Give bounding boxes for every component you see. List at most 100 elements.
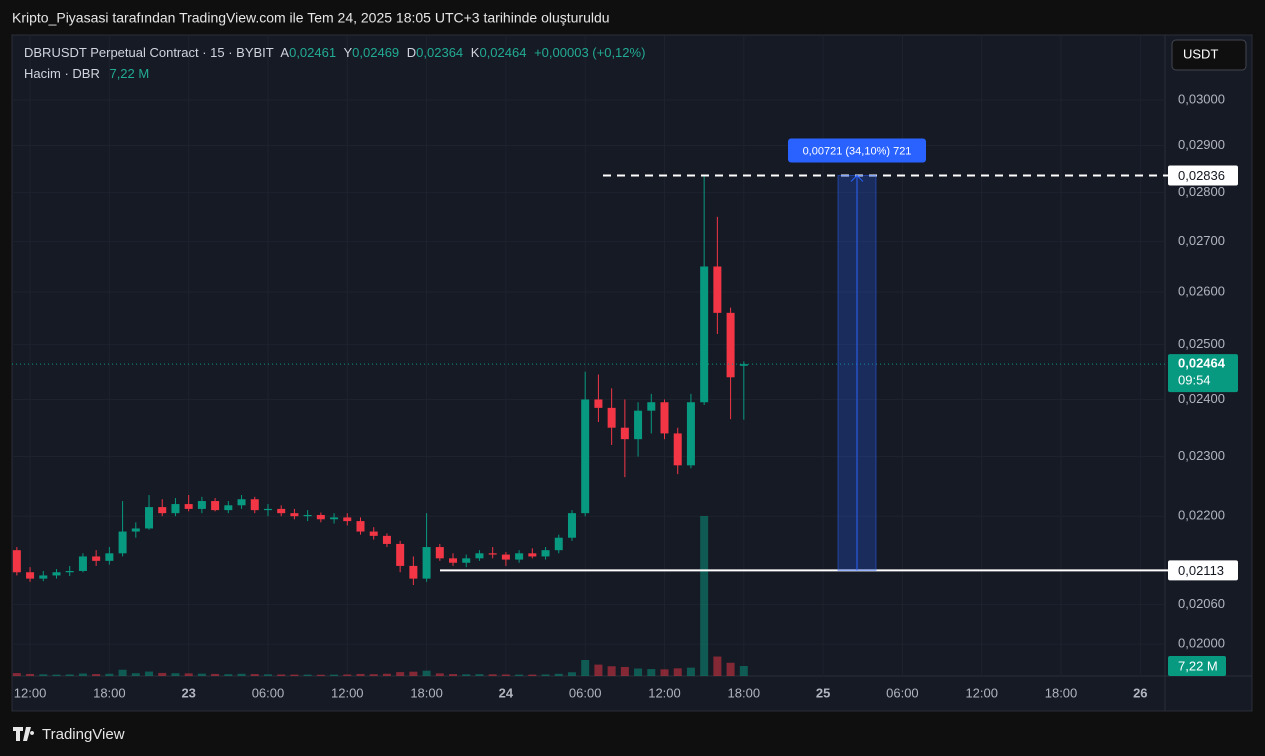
candle-body xyxy=(330,517,339,520)
candle-body xyxy=(475,553,484,559)
candle-body xyxy=(515,553,524,560)
candle-body xyxy=(52,572,61,576)
candle-body xyxy=(581,399,590,514)
candle-body xyxy=(290,513,299,517)
volume-bar xyxy=(12,673,21,676)
candle-body xyxy=(369,531,378,536)
candle-body xyxy=(211,501,220,511)
candle-body xyxy=(78,556,87,571)
volume-bar xyxy=(65,674,74,676)
currency[interactable]: USDT xyxy=(1183,46,1218,61)
price-line-label: 0,02836 xyxy=(1178,168,1225,183)
candle-body xyxy=(488,553,497,555)
volume-bar xyxy=(726,662,735,676)
volume-bar xyxy=(263,674,272,676)
x-tick-label: 12:00 xyxy=(965,685,998,700)
volume-bar xyxy=(567,672,576,676)
measure-label: 0,00721 (34,10%) 721 xyxy=(803,145,912,157)
legend-line: DBRUSDT Perpetual Contract · 15 · BYBIT … xyxy=(24,45,645,60)
volume-bar xyxy=(184,673,193,676)
candle-body xyxy=(686,402,695,466)
candle-body xyxy=(145,507,154,529)
low-value: 0,02364 xyxy=(416,45,463,60)
volume-tag-label: 7,22 M xyxy=(1178,658,1218,673)
volume-bar xyxy=(501,674,510,676)
candle-body xyxy=(713,266,722,313)
volume-bar xyxy=(224,674,233,676)
volume-bar xyxy=(647,669,656,676)
symbol: DBRUSDT Perpetual Contract · 15 · BYBIT xyxy=(24,45,274,60)
x-tick-label: 18:00 xyxy=(93,685,126,700)
volume-bar xyxy=(634,668,643,676)
volume-bar xyxy=(488,674,497,676)
currency-button[interactable] xyxy=(1171,39,1247,71)
volume-bar xyxy=(541,674,550,676)
candle-body xyxy=(528,553,537,557)
candle-body xyxy=(12,550,21,573)
open-label: A xyxy=(280,45,289,60)
volume-bar xyxy=(713,656,722,676)
volume-bar xyxy=(686,667,695,676)
x-tick-label: 18:00 xyxy=(1045,685,1078,700)
logo-mark xyxy=(13,727,35,741)
volume-bar xyxy=(409,671,418,676)
candle-body xyxy=(171,504,180,514)
x-tick-label: 06:00 xyxy=(886,685,919,700)
high-value: 0,02469 xyxy=(352,45,399,60)
candle-body xyxy=(567,513,576,538)
volume-bar xyxy=(475,674,484,676)
measure-tag xyxy=(788,138,926,163)
volume-bar xyxy=(581,660,590,676)
close-label: K xyxy=(471,45,480,60)
x-tick-label: 18:00 xyxy=(410,685,443,700)
x-tick-label: 06:00 xyxy=(569,685,602,700)
candle-body xyxy=(660,402,669,434)
volume-bar xyxy=(131,673,140,676)
candle-body xyxy=(620,427,629,440)
volume-bar xyxy=(620,666,629,676)
y-tick-label: 0,02060 xyxy=(1178,596,1225,611)
last-price-label: 0,02464 xyxy=(1178,356,1226,371)
high-label: Y xyxy=(343,45,352,60)
candle-body xyxy=(65,570,74,573)
candle-body xyxy=(739,364,748,366)
candle-body xyxy=(382,535,391,544)
x-tick-label: 18:00 xyxy=(728,685,761,700)
y-tick-label: 0,02700 xyxy=(1178,233,1225,248)
volume-bar xyxy=(435,673,444,676)
candle-body xyxy=(39,575,48,579)
candle-body xyxy=(343,517,352,522)
x-tick-label: 23 xyxy=(181,685,195,700)
caption: Kripto_Piyasasi tarafından TradingView.c… xyxy=(12,10,610,26)
x-tick-label: 25 xyxy=(816,685,830,700)
volume-bar xyxy=(369,674,378,676)
candle-body xyxy=(316,514,325,520)
last-price-tag xyxy=(1168,354,1238,393)
candle-body xyxy=(422,547,431,579)
candle-body xyxy=(700,266,709,403)
volume-bar xyxy=(515,674,524,676)
volume-bar xyxy=(92,674,101,676)
measure-arrow-head xyxy=(850,174,864,182)
volume-bar xyxy=(171,673,180,676)
y-tick-label: 0,02500 xyxy=(1178,336,1225,351)
x-tick-label: 24 xyxy=(499,685,514,700)
volume-bar xyxy=(211,673,220,676)
volume-tag xyxy=(1168,655,1226,676)
y-tick-label: 0,03000 xyxy=(1178,91,1225,106)
candle-body xyxy=(449,558,458,563)
volume-bar xyxy=(594,664,603,676)
y-tick-label: 0,02600 xyxy=(1178,283,1225,298)
volume-legend: Hacim · DBR 7,22 M xyxy=(24,66,149,81)
price-line-tag xyxy=(1168,560,1238,581)
volume-bar xyxy=(78,673,87,676)
candle-body xyxy=(554,537,563,551)
volume-bar xyxy=(330,674,339,676)
volume-bar xyxy=(303,674,312,676)
y-tick-label: 0,02200 xyxy=(1178,508,1225,523)
volume-bar xyxy=(382,673,391,676)
volume-bar xyxy=(673,668,682,676)
volume-bar xyxy=(250,674,259,676)
candle-body xyxy=(607,407,616,428)
x-tick-label: 26 xyxy=(1133,685,1147,700)
